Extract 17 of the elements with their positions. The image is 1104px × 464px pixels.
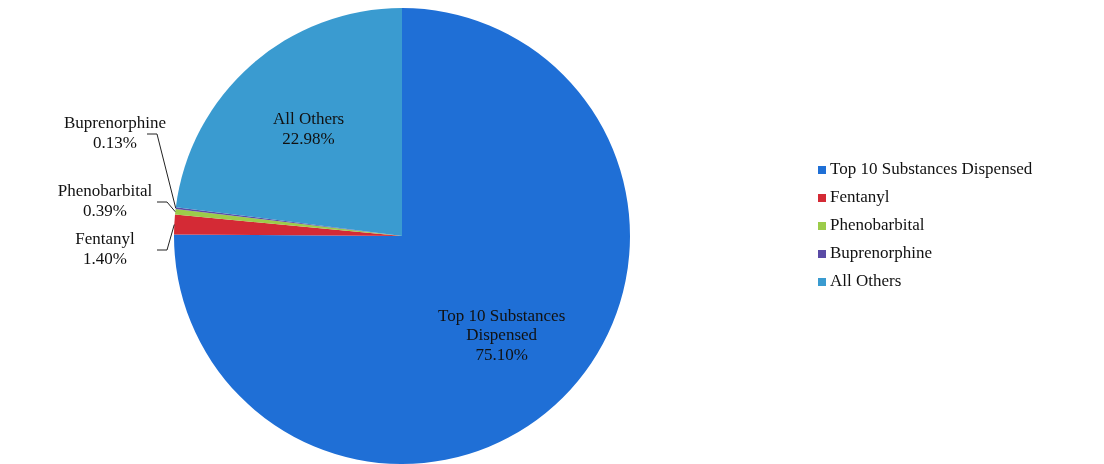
data-label: 22.98% [282,128,335,148]
data-label: 0.13% [93,132,137,152]
slice-label: Fentanyl [75,229,136,249]
legend-label: All Others [830,270,902,290]
slice-label: Phenobarbital [57,181,153,201]
pie-slice [174,8,630,464]
slice-label: All Others [272,109,345,129]
data-label: 0.39% [83,200,127,220]
legend-label: Phenobarbital [830,214,925,234]
legend-label: Top 10 Substances Dispensed [830,158,1033,178]
data-label: 75.10% [475,344,528,364]
pie-slice [175,8,402,236]
slice-label: Top 10 Substances Dispensed [438,305,566,345]
legend-label: Buprenorphine [830,242,932,262]
data-label: 1.40% [83,248,127,268]
legend-label: Fentanyl [830,186,890,206]
slice-label: Buprenorphine [64,113,166,133]
